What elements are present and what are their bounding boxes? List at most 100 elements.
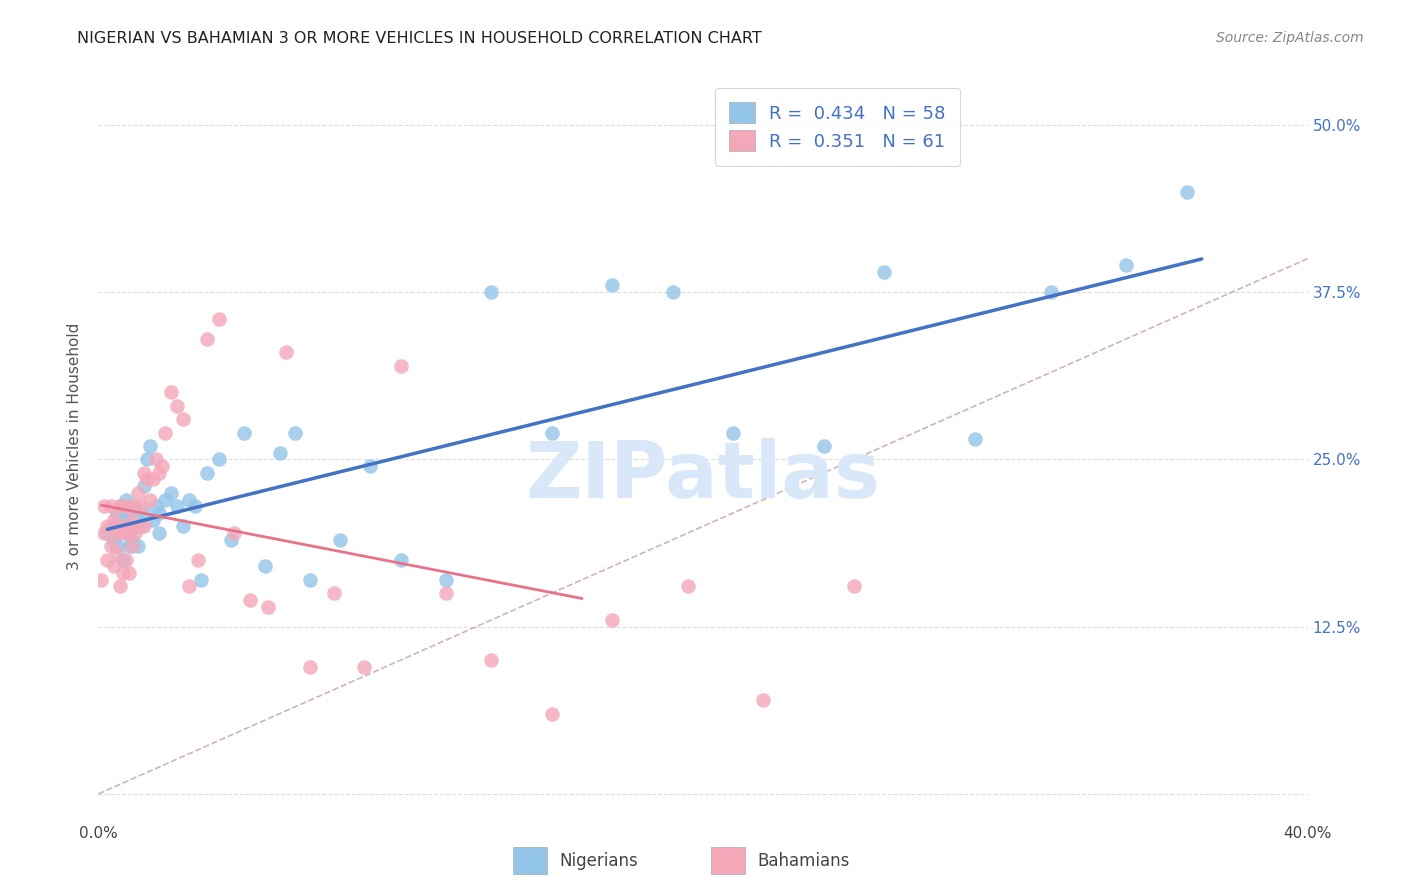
Point [129,519,152,533]
Text: ZIPatlas: ZIPatlas [526,438,880,514]
Point [208,452,231,467]
Point [166,399,188,413]
Point [676,580,699,594]
Point [434,586,457,600]
Point [145,500,167,514]
Point [299,660,322,674]
Point [127,512,149,526]
Point [93,500,115,514]
Point [127,485,149,500]
Point [100,500,122,514]
Point [114,519,136,533]
Point [172,519,194,533]
Point [602,613,624,627]
Point [253,559,276,574]
Point [323,586,346,600]
Point [103,526,125,541]
Point [389,553,412,567]
Point [274,345,297,359]
Text: Source: ZipAtlas.com: Source: ZipAtlas.com [1216,31,1364,45]
Point [118,539,141,553]
Bar [513,847,547,874]
Point [124,519,146,533]
Point [132,519,155,533]
Point [132,466,155,480]
Point [150,459,173,474]
Point [111,553,134,567]
Point [179,580,201,594]
Point [114,492,136,507]
Point [269,446,291,460]
Point [353,660,375,674]
Point [752,693,775,707]
Point [96,553,118,567]
Point [256,599,278,614]
Point [160,485,183,500]
Point [132,506,155,520]
Point [166,500,188,514]
Point [111,500,134,514]
Point [111,526,134,541]
Point [148,506,170,520]
Point [108,526,131,541]
Point [661,285,683,300]
Point [103,512,125,526]
Point [139,439,162,453]
Point [195,332,218,346]
Legend: R =  0.434   N = 58, R =  0.351   N = 61: R = 0.434 N = 58, R = 0.351 N = 61 [716,88,960,166]
Point [329,533,352,547]
Point [1115,259,1137,273]
Point [481,285,503,300]
Point [124,500,146,514]
Point [124,500,146,514]
Point [90,573,112,587]
Point [540,425,562,440]
Point [239,593,262,607]
Point [118,506,141,520]
Point [187,553,209,567]
Point [121,533,143,547]
Point [127,539,149,553]
Point [434,573,457,587]
Point [153,425,176,440]
Point [160,385,183,400]
Point [813,439,835,453]
Point [108,580,131,594]
Point [96,526,118,541]
Bar [711,847,745,874]
Point [100,519,122,533]
Point [153,492,176,507]
Point [844,580,866,594]
Text: Bahamians: Bahamians [758,852,851,870]
Point [135,452,157,467]
Point [965,433,987,447]
Point [299,573,322,587]
Point [723,425,745,440]
Point [195,466,218,480]
Point [103,559,125,574]
Point [540,706,562,721]
Y-axis label: 3 or more Vehicles in Household: 3 or more Vehicles in Household [67,322,83,570]
Point [96,519,118,533]
Point [224,526,246,541]
Point [172,412,194,426]
Point [105,506,128,520]
Point [221,533,243,547]
Point [135,473,157,487]
Point [108,500,131,514]
Point [148,466,170,480]
Text: Nigerians: Nigerians [560,852,638,870]
Point [142,473,165,487]
Point [179,492,201,507]
Point [360,459,382,474]
Point [284,425,307,440]
Point [105,539,128,553]
Point [139,492,162,507]
Point [111,566,134,581]
Point [100,539,122,553]
Point [121,519,143,533]
Point [142,512,165,526]
Point [1175,185,1198,199]
Point [93,526,115,541]
Point [105,519,128,533]
